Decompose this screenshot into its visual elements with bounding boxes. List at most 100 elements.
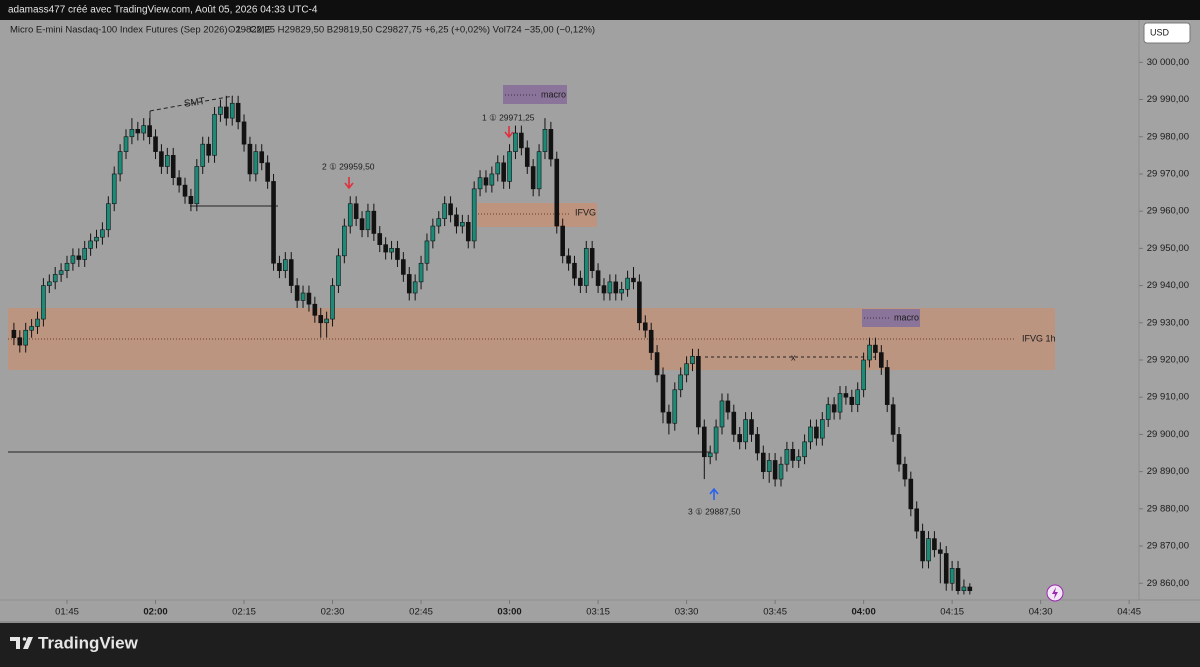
candle-body — [401, 259, 406, 275]
candle-body — [648, 329, 654, 353]
candle-body — [64, 262, 70, 271]
candle-body — [277, 262, 282, 271]
y-tick-label: 29 910,00 — [1147, 392, 1189, 403]
price-axis-area — [1139, 20, 1200, 623]
candle-body — [135, 129, 141, 134]
currency-label[interactable]: USD — [1150, 27, 1170, 37]
candle-body — [637, 281, 642, 324]
symbol-title: Micro E-mini Nasdaq-100 Index Futures (S… — [10, 25, 271, 36]
candle-body — [365, 210, 371, 231]
candle-body — [100, 229, 105, 238]
candle-body — [312, 303, 318, 316]
candle-body — [548, 129, 554, 160]
candle-body — [218, 106, 223, 115]
candle-body — [513, 132, 518, 152]
candle-body — [932, 538, 937, 551]
candle-body — [88, 240, 93, 249]
candle-body — [389, 248, 394, 253]
candle-body — [111, 173, 117, 205]
y-tick-label: 29 970,00 — [1147, 168, 1189, 179]
candle-body — [613, 281, 619, 294]
candles — [11, 95, 973, 595]
candle-body — [330, 285, 335, 320]
candle-body — [825, 404, 831, 420]
x-tick-label: 03:15 — [586, 607, 610, 618]
candle-body — [106, 203, 111, 231]
candle-body — [519, 132, 524, 149]
x-tick-label: 02:30 — [321, 607, 345, 618]
candle-body — [690, 355, 695, 365]
candle-body — [784, 449, 790, 465]
candle-body — [926, 538, 931, 562]
candle-body — [477, 177, 483, 190]
candle-body — [294, 285, 300, 301]
candle-body — [253, 151, 259, 175]
candle-body — [814, 426, 819, 439]
candle-body — [920, 530, 925, 562]
candle-body — [761, 452, 766, 472]
candle-body — [306, 292, 312, 305]
ifvg-1h-label: IFVG 1h — [1022, 333, 1056, 343]
candle-body — [902, 463, 908, 480]
candle-body — [265, 162, 270, 182]
y-tick-label: 29 980,00 — [1147, 131, 1189, 142]
brand-logo-dot — [22, 637, 27, 641]
candle-body — [206, 143, 211, 156]
candle-body — [395, 248, 400, 260]
candle-body — [631, 277, 636, 283]
candle-body — [837, 393, 843, 413]
candle-body — [743, 419, 748, 443]
y-tick-label: 29 990,00 — [1147, 94, 1189, 105]
candle-body — [41, 285, 46, 320]
candle-body — [342, 225, 347, 257]
smt-label: SMT — [183, 96, 205, 110]
candle-body — [247, 143, 253, 175]
y-tick-label: 29 930,00 — [1147, 317, 1189, 328]
candle-body — [324, 318, 329, 324]
candle-body — [58, 270, 64, 275]
candle-body — [336, 255, 341, 286]
brand-name: TradingView — [38, 633, 139, 652]
macro-label: macro — [894, 312, 919, 322]
candle-body — [666, 411, 672, 424]
y-tick-label: 29 870,00 — [1147, 541, 1189, 552]
candle-body — [725, 400, 731, 413]
x-tick-label: 03:00 — [497, 607, 521, 618]
candle-body — [182, 184, 188, 197]
candle-body — [601, 285, 607, 294]
candle-body — [153, 136, 158, 152]
candle-body — [749, 419, 754, 435]
candle-body — [418, 262, 424, 283]
top-bar — [0, 0, 1200, 20]
currency-button[interactable] — [1143, 22, 1191, 44]
smt-line — [149, 95, 234, 112]
x-tick-label: 01:45 — [55, 607, 79, 618]
candle-body — [672, 389, 678, 424]
macro-box — [862, 309, 920, 327]
candle-body — [790, 449, 796, 461]
y-tick-label: 30 000,00 — [1147, 57, 1189, 68]
candle-body — [442, 203, 447, 219]
candle-body — [159, 151, 164, 167]
candle-body — [377, 233, 383, 245]
y-tick-label: 29 960,00 — [1147, 206, 1189, 217]
y-tick-label: 29 950,00 — [1147, 243, 1189, 254]
y-tick-label: 29 900,00 — [1147, 429, 1189, 440]
y-tick-label: 29 920,00 — [1147, 355, 1189, 366]
candle-body — [949, 568, 955, 584]
x-tick-label: 03:45 — [763, 607, 787, 618]
x-tick-label: 03:30 — [675, 607, 699, 618]
candle-body — [29, 326, 34, 331]
candle-body — [507, 151, 512, 182]
candle-body — [772, 460, 778, 480]
candle-body — [212, 114, 217, 156]
candle-body — [701, 426, 707, 458]
candle-body — [808, 426, 813, 443]
candle-body — [867, 344, 872, 361]
candle-body — [147, 125, 152, 138]
candle-body — [23, 329, 29, 346]
candle-body — [654, 352, 660, 376]
candle-body — [501, 162, 506, 182]
